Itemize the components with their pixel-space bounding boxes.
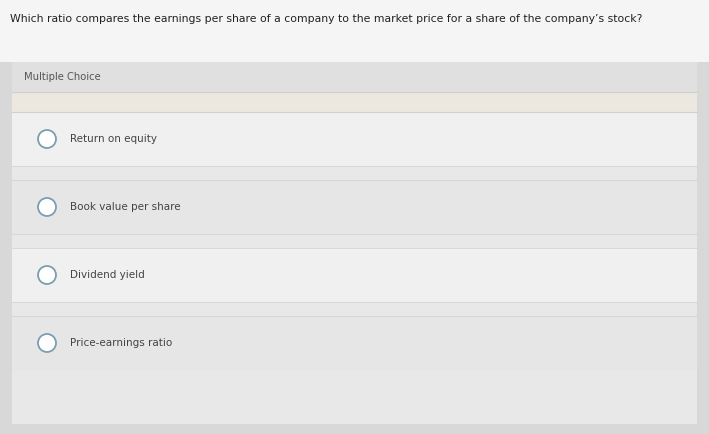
Text: Dividend yield: Dividend yield [70,270,145,280]
Bar [12,316,697,370]
Circle shape [38,198,56,216]
Circle shape [38,130,56,148]
Bar [12,92,697,112]
Circle shape [38,266,56,284]
Bar [12,180,697,234]
Bar [12,62,697,424]
Text: Which ratio compares the earnings per share of a company to the market price for: Which ratio compares the earnings per sh… [10,14,642,24]
Bar [12,62,697,92]
Text: Multiple Choice: Multiple Choice [24,72,101,82]
Bar [12,166,697,180]
Bar [12,248,697,302]
Bar [12,234,697,248]
Text: Book value per share: Book value per share [70,202,181,212]
Circle shape [38,334,56,352]
Text: Price-earnings ratio: Price-earnings ratio [70,338,172,348]
Bar [12,302,697,316]
Bar [0,0,709,62]
Text: Return on equity: Return on equity [70,134,157,144]
Bar [12,112,697,166]
